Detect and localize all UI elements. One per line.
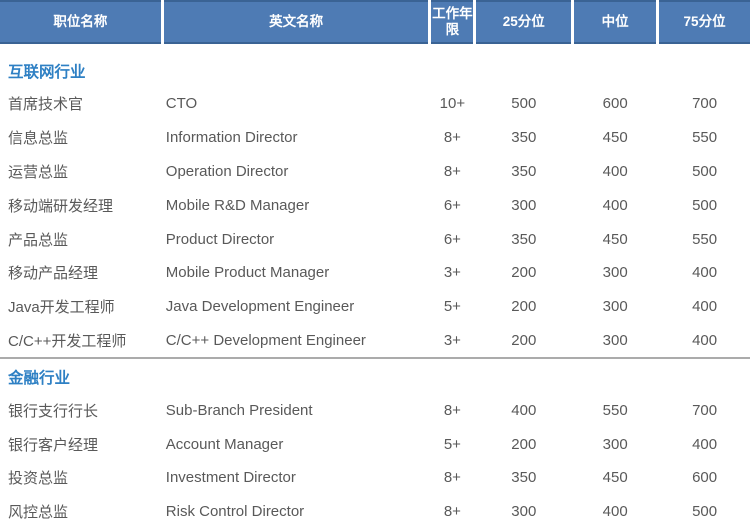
- table-row: 风控总监 Risk Control Director 8+ 300 400 500: [0, 495, 750, 529]
- years-cell: 8+: [443, 162, 461, 180]
- years-cell: 8+: [443, 503, 461, 521]
- median-cell: 300: [602, 331, 628, 349]
- table-row: 移动端研发经理 Mobile R&D Manager 6+ 300 400 500: [0, 188, 750, 222]
- table-row: 运营总监 Operation Director 8+ 350 400 500: [0, 155, 750, 189]
- p75-cell: 550: [692, 129, 718, 147]
- p25-cell: 300: [511, 503, 537, 521]
- english-name-cell: Risk Control Director: [165, 503, 305, 521]
- p25-cell: 400: [511, 401, 537, 419]
- p25-cell: 350: [511, 162, 537, 180]
- table-row: 产品总监 Product Director 6+ 350 450 550: [0, 222, 750, 256]
- english-name-cell: Operation Director: [165, 162, 289, 180]
- english-name-cell: Information Director: [165, 129, 298, 147]
- table-row: 投资总监 Investment Director 8+ 350 450 600: [0, 461, 750, 495]
- p75-cell: 700: [692, 401, 718, 419]
- years-cell: 8+: [443, 401, 461, 419]
- english-name-cell: Java Development Engineer: [165, 298, 355, 316]
- table-body: 互联网行业首席技术官 CTO 10+ 500 600 700 信息总监 Information…: [0, 59, 750, 529]
- p25-cell: 350: [511, 469, 537, 487]
- position-name-cell: 运营总监: [8, 163, 69, 181]
- p25-cell: 350: [511, 230, 537, 248]
- years-cell: 6+: [443, 230, 461, 248]
- position-name-cell: 移动端研发经理: [8, 197, 114, 215]
- english-name-cell: Sub-Branch President: [165, 401, 313, 419]
- p75-cell: 500: [692, 196, 718, 214]
- p75-cell: 700: [692, 95, 718, 113]
- p75-cell: 600: [692, 469, 718, 487]
- median-cell: 450: [602, 469, 628, 487]
- p25-cell: 200: [511, 435, 537, 453]
- median-cell: 300: [602, 435, 628, 453]
- median-cell: 400: [602, 196, 628, 214]
- p25-cell: 500: [511, 95, 537, 113]
- median-cell: 450: [602, 129, 628, 147]
- median-cell: 600: [602, 95, 628, 113]
- english-name-cell: CTO: [165, 95, 198, 113]
- median-cell: 400: [602, 503, 628, 521]
- industry-section: 互联网行业首席技术官 CTO 10+ 500 600 700 信息总监 Information…: [0, 59, 750, 357]
- p25-cell: 200: [511, 264, 537, 282]
- p25-cell: 300: [511, 196, 537, 214]
- english-name-cell: C/C++ Development Engineer: [165, 331, 366, 349]
- english-name-cell: Account Manager: [165, 435, 284, 453]
- p75-cell: 400: [692, 264, 718, 282]
- section-divider: [0, 357, 750, 360]
- english-name-cell: Mobile Product Manager: [165, 264, 330, 282]
- p75-cell: 400: [692, 435, 718, 453]
- section-title: 金融行业: [8, 370, 71, 388]
- column-header-p75: 75分位: [659, 0, 750, 44]
- position-name-cell: 移动产品经理: [8, 265, 99, 283]
- years-cell: 10+: [439, 95, 466, 113]
- industry-section: 金融行业银行支行行长 Sub-Branch President 8+ 400 550 70…: [0, 357, 750, 528]
- column-header-p25: 25分位: [476, 0, 572, 44]
- years-cell: 3+: [443, 264, 461, 282]
- table-row: 银行支行行长 Sub-Branch President 8+ 400 550 700: [0, 393, 750, 427]
- years-cell: 3+: [443, 331, 461, 349]
- table-row: 移动产品经理 Mobile Product Manager 3+ 200 300 400: [0, 256, 750, 290]
- column-header-position: 职位名称: [0, 0, 161, 44]
- table-header-row: 职位名称 英文名称 工作年限 25分位 中位 75分位: [0, 0, 750, 44]
- p75-cell: 500: [692, 503, 718, 521]
- table-row: Java开发工程师 Java Development Engineer 5+ 200 3…: [0, 290, 750, 324]
- median-cell: 300: [602, 298, 628, 316]
- position-name-cell: 银行支行行长: [8, 402, 99, 420]
- column-header-english-name: 英文名称: [163, 0, 429, 44]
- position-name-cell: 首席技术官: [8, 96, 84, 114]
- median-cell: 300: [602, 264, 628, 282]
- position-name-cell: 产品总监: [8, 231, 69, 249]
- position-name-cell: 风控总监: [8, 504, 69, 522]
- median-cell: 450: [602, 230, 628, 248]
- years-cell: 8+: [443, 129, 461, 147]
- years-cell: 8+: [443, 469, 461, 487]
- position-name-cell: C/C++开发工程师: [8, 332, 127, 350]
- median-cell: 550: [602, 401, 628, 419]
- years-cell: 6+: [443, 196, 461, 214]
- median-cell: 400: [602, 162, 628, 180]
- table-row: 首席技术官 CTO 10+ 500 600 700: [0, 87, 750, 121]
- column-header-median: 中位: [574, 0, 657, 44]
- section-title: 互联网行业: [8, 64, 86, 81]
- p25-cell: 200: [511, 298, 537, 316]
- position-name-cell: Java开发工程师: [8, 299, 115, 317]
- position-name-cell: 投资总监: [8, 470, 69, 488]
- years-cell: 5+: [443, 298, 461, 316]
- p25-cell: 350: [511, 129, 537, 147]
- p75-cell: 550: [692, 230, 718, 248]
- english-name-cell: Mobile R&D Manager: [165, 196, 310, 214]
- table-row: C/C++开发工程师 C/C++ Development Engineer 3+ 20…: [0, 324, 750, 358]
- p25-cell: 200: [511, 331, 537, 349]
- english-name-cell: Investment Director: [165, 469, 296, 487]
- p75-cell: 400: [692, 331, 718, 349]
- table-row: 信息总监 Information Director 8+ 350 450 550: [0, 121, 750, 155]
- english-name-cell: Product Director: [165, 230, 275, 248]
- column-header-work-years: 工作年限: [431, 0, 474, 44]
- position-name-cell: 信息总监: [8, 130, 69, 148]
- p75-cell: 400: [692, 298, 718, 316]
- table-row: 银行客户经理 Account Manager 5+ 200 300 400: [0, 427, 750, 461]
- p75-cell: 500: [692, 162, 718, 180]
- years-cell: 5+: [443, 435, 461, 453]
- position-name-cell: 银行客户经理: [8, 436, 99, 454]
